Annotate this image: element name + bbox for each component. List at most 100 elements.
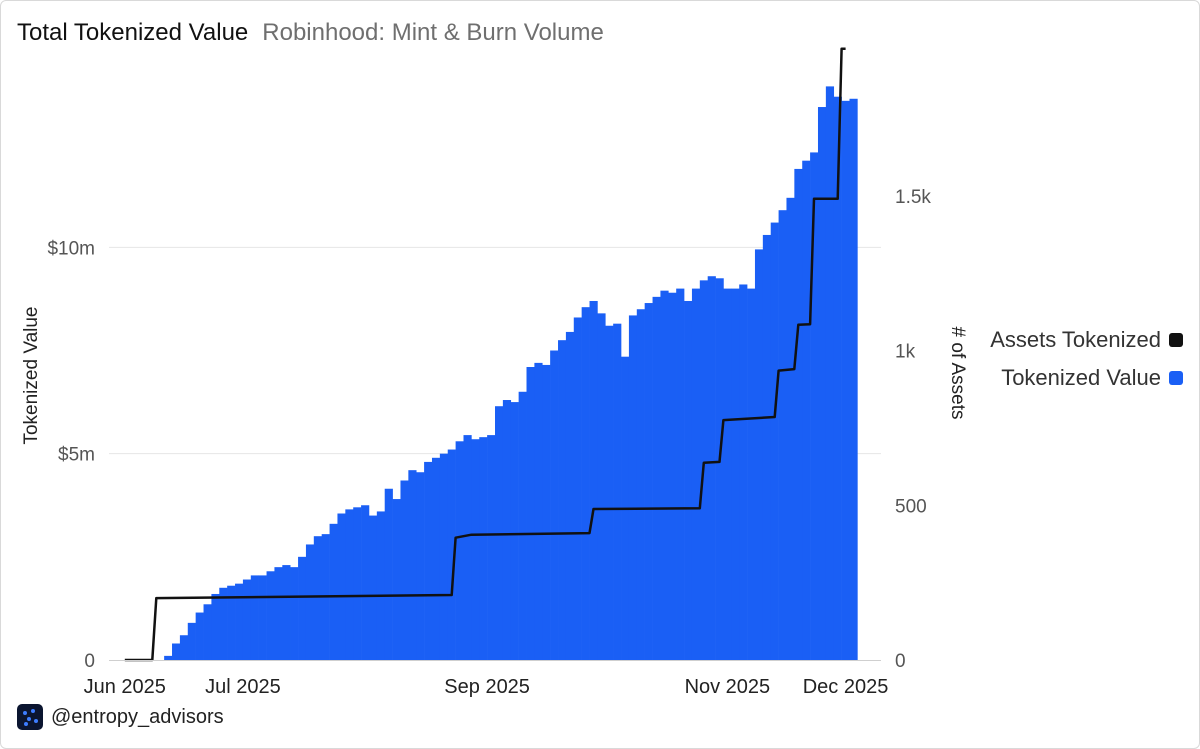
tokenized-value-bar — [211, 593, 220, 660]
y-tick-label: $5m — [58, 445, 95, 466]
tokenized-value-bar — [376, 511, 386, 660]
tokenized-value-bar — [361, 505, 370, 660]
tokenized-value-bar — [715, 278, 724, 660]
tokenized-value-bar — [203, 604, 212, 660]
tokenized-value-bar — [439, 453, 449, 660]
tokenized-value-bar — [841, 100, 850, 660]
tokenized-value-bar — [219, 587, 228, 660]
tokenized-value-bar — [408, 470, 417, 660]
tokenized-value-bar — [581, 307, 590, 660]
entropy-logo-icon — [17, 704, 43, 730]
tokenized-value-bar — [479, 437, 488, 660]
tokenized-value-bar — [258, 575, 267, 660]
x-tick-label: Sep 2025 — [444, 676, 530, 698]
tokenized-value-bar — [313, 536, 322, 660]
y2-tick-label: 1.5k — [895, 187, 931, 208]
tokenized-value-bar — [384, 488, 393, 660]
tokenized-value-bar — [172, 643, 181, 660]
tokenized-value-bar — [723, 288, 732, 660]
footer: @entropy_advisors — [17, 704, 224, 730]
tokenized-value-bar — [510, 402, 519, 660]
tokenized-value-bar — [235, 583, 244, 660]
tokenized-value-bar — [628, 315, 638, 660]
legend-label: Tokenized Value — [1001, 365, 1161, 390]
tokenized-value-bar — [762, 234, 772, 660]
tokenized-value-bar — [431, 457, 441, 660]
tokenized-value-bar — [542, 364, 551, 660]
tokenized-value-bar — [502, 400, 512, 660]
tokenized-value-bar — [392, 499, 401, 660]
tokenized-value-bar — [786, 197, 795, 660]
tokenized-value-bar — [250, 575, 259, 660]
y2-tick-label: 1k — [895, 342, 916, 363]
tokenized-value-bar — [565, 331, 575, 660]
footer-handle[interactable]: @entropy_advisors — [51, 705, 224, 728]
tokenized-value-bar — [534, 362, 543, 660]
tokenized-value-bar — [636, 309, 645, 660]
tokenized-value-bar — [644, 303, 653, 660]
tokenized-value-bar — [195, 612, 204, 660]
tokenized-value-bar — [597, 313, 606, 660]
tokenized-value-bar — [518, 391, 527, 660]
tokenized-value-bar — [739, 284, 748, 660]
tokenized-value-bar — [605, 325, 614, 660]
tokenized-value-bar — [613, 323, 622, 660]
tokenized-value-bar — [164, 655, 173, 660]
tokenized-value-bar — [731, 288, 740, 660]
tokenized-value-bar — [833, 96, 842, 660]
x-tick-label: Jun 2025 — [84, 676, 166, 698]
tokenized-value-bar — [668, 292, 677, 660]
tokenized-value-bar — [290, 567, 299, 660]
assets-tokenized-line — [124, 47, 846, 662]
tokenized-value-bar — [179, 635, 189, 660]
legend: Assets Tokenized Tokenized Value — [990, 327, 1183, 391]
tokenized-value-bar — [455, 441, 464, 660]
chart-header: Total Tokenized Value Robinhood: Mint & … — [17, 19, 604, 47]
legend-swatch-icon — [1169, 371, 1183, 385]
tokenized-value-bar — [447, 449, 456, 660]
tokenized-value-bar — [550, 350, 559, 660]
x-tick-label: Nov 2025 — [685, 676, 771, 698]
tokenized-value-bar — [684, 300, 693, 660]
tokenized-value-bar — [282, 565, 291, 660]
tokenized-value-bar — [770, 222, 779, 660]
tokenized-value-bar — [747, 288, 756, 660]
tokenized-value-bar — [329, 523, 338, 660]
chart-subtitle: Robinhood: Mint & Burn Volume — [262, 19, 604, 46]
legend-item-assets-tokenized[interactable]: Assets Tokenized — [990, 327, 1183, 353]
tokenized-value-bar — [817, 107, 827, 660]
tokenized-value-bar — [471, 439, 480, 660]
tokenized-value-bar — [298, 556, 307, 660]
tokenized-value-bar — [337, 513, 346, 660]
tokenized-value-bar — [794, 168, 803, 660]
tokenized-value-bar — [266, 571, 275, 660]
chart-title: Total Tokenized Value — [17, 19, 249, 46]
tokenized-value-bar — [305, 544, 315, 660]
x-tick-label: Dec 2025 — [803, 676, 889, 698]
legend-item-tokenized-value[interactable]: Tokenized Value — [1001, 365, 1183, 391]
tokenized-value-bar — [187, 622, 196, 660]
legend-swatch-icon — [1169, 333, 1183, 347]
y2-tick-label: 500 — [895, 496, 927, 517]
legend-label: Assets Tokenized — [990, 327, 1161, 352]
y-tick-label: 0 — [84, 651, 95, 672]
tokenized-value-bar — [754, 249, 764, 660]
y2-tick-label: 0 — [895, 651, 906, 672]
tokenized-value-bar — [802, 160, 811, 660]
tokenized-value-bar — [778, 210, 787, 660]
tokenized-value-bar — [849, 98, 858, 661]
tokenized-value-bar — [345, 509, 354, 660]
tokenized-value-bar — [487, 435, 496, 660]
tokenized-value-bar — [652, 296, 661, 660]
tokenized-value-bar — [526, 367, 535, 660]
tokenized-value-bar — [242, 579, 252, 660]
tokenized-value-bar — [368, 515, 378, 660]
tokenized-value-bar — [573, 317, 582, 660]
tokenized-value-bar — [707, 276, 716, 660]
tokenized-value-bar — [589, 300, 598, 660]
tokenized-value-bar — [691, 288, 701, 660]
tokenized-value-bar — [660, 290, 669, 660]
tokenized-value-bar — [227, 585, 236, 660]
